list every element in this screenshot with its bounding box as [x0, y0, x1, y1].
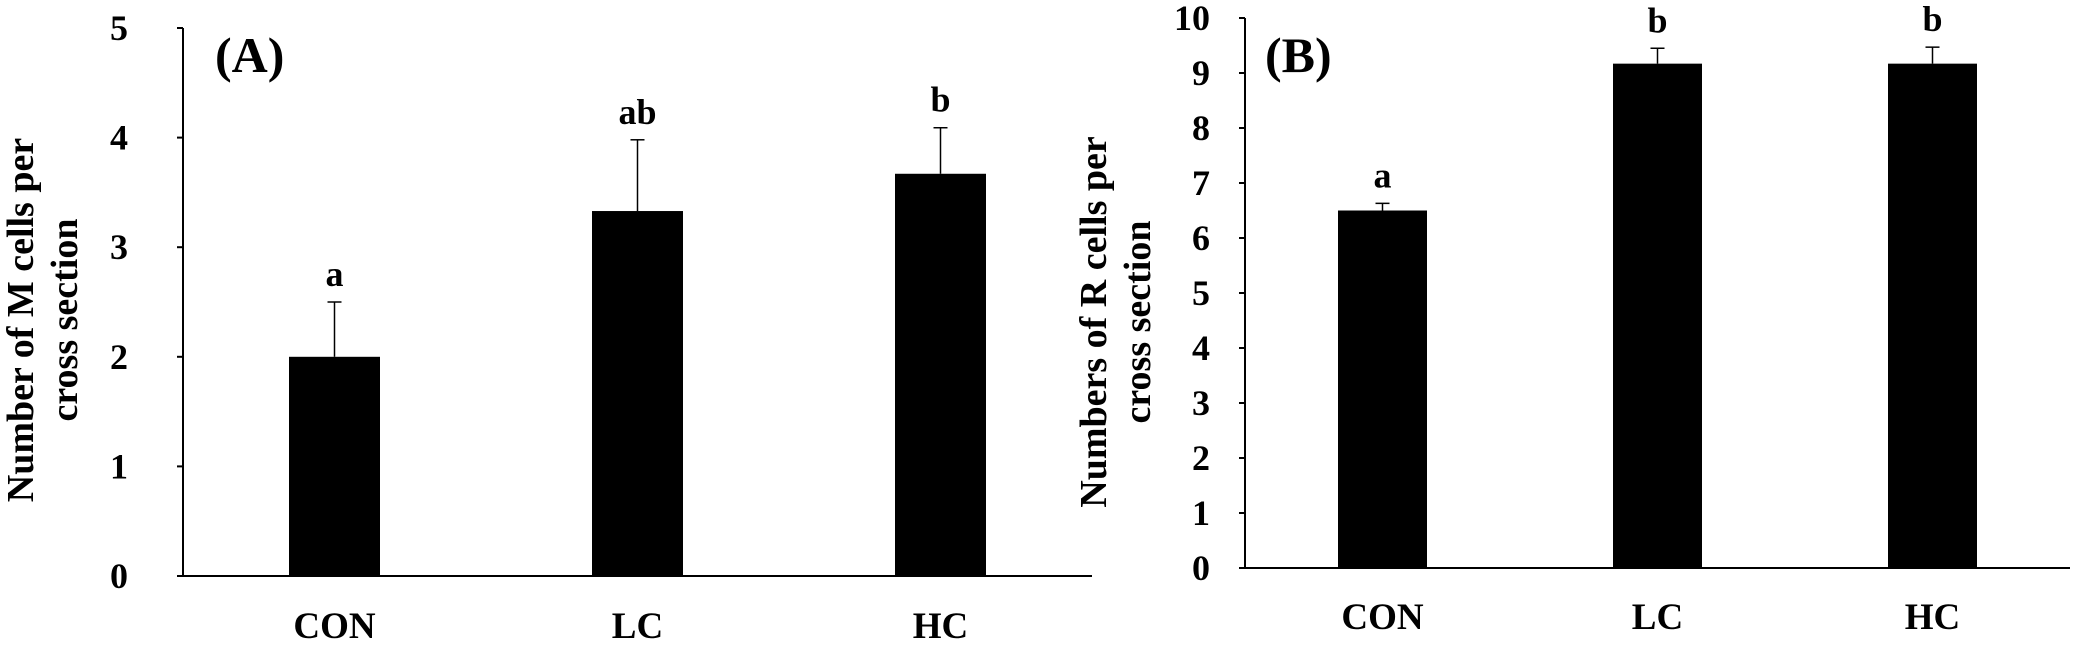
panel-b-ytick-label: 7 — [1192, 163, 1210, 203]
panel-a-ylabel-line1: Number of M cells per — [0, 138, 42, 503]
panel-b-plot: 0 1 2 3 4 5 6 7 8 9 10 a CON b LC b HC — [1174, 0, 2070, 638]
panel-b-ytick-label: 0 — [1192, 548, 1210, 588]
panel-b-ytick-label: 10 — [1174, 0, 1210, 38]
panel-b-category-label: HC — [1905, 597, 1961, 638]
panel-a-category-label: CON — [293, 606, 376, 643]
panel-a-ylabel: Number of M cells per cross section — [0, 138, 86, 503]
panel-a-significance-label: a — [326, 254, 344, 294]
panel-b-significance-label: a — [1374, 155, 1392, 195]
panel-a-ytick-label: 5 — [110, 8, 128, 48]
panel-b-bar — [1888, 63, 1977, 569]
panel-a: (A) Number of M cells per cross section — [0, 27, 284, 502]
panel-a-significance-label: b — [930, 80, 950, 120]
panel-a-category-label: LC — [612, 606, 663, 643]
panel-b-ytick-label: 5 — [1192, 273, 1210, 313]
panel-a-ylabel-line2: cross section — [44, 219, 86, 422]
panel-a-plot: 0 1 2 3 4 5 a CON ab LC b HC — [110, 8, 1092, 647]
panel-b-ytick-label: 8 — [1192, 108, 1210, 148]
panel-b-ytick-label: 6 — [1192, 218, 1210, 258]
panel-a-bar — [592, 211, 683, 577]
panel-a-bar — [289, 356, 380, 576]
panel-b-significance-label: b — [1647, 0, 1667, 40]
panel-b-ytick-label: 3 — [1192, 383, 1210, 423]
panel-a-significance-label: ab — [618, 92, 656, 132]
panel-a-ytick-label: 4 — [110, 118, 128, 158]
panel-b-ylabel: Numbers of R cells per cross section — [1073, 136, 1159, 508]
panel-b-category-label: CON — [1341, 597, 1424, 638]
panel-b-ytick-label: 4 — [1192, 328, 1210, 368]
panel-b-category-label: LC — [1632, 597, 1683, 638]
panel-a-ytick-label: 0 — [110, 556, 128, 596]
panel-b-ytick-label: 9 — [1192, 53, 1210, 93]
panel-b-significance-label: b — [1922, 0, 1942, 39]
panel-b-ytick-label: 2 — [1192, 438, 1210, 478]
panel-a-ytick-label: 3 — [110, 227, 128, 267]
panel-a-ytick-label: 1 — [110, 446, 128, 486]
panel-a-bar — [895, 173, 986, 576]
panel-a-category-label: HC — [913, 606, 969, 643]
panel-b-ytick-label: 1 — [1192, 493, 1210, 533]
panel-b: (B) Numbers of R cells per cross section — [1073, 27, 1332, 508]
panel-b-bar — [1613, 63, 1702, 569]
panel-a-ytick-label: 2 — [110, 337, 128, 377]
panel-b-bar — [1338, 210, 1427, 568]
panel-b-ylabel-line2: cross section — [1117, 221, 1159, 424]
panel-a-label: (A) — [215, 27, 284, 83]
panel-b-label: (B) — [1265, 27, 1332, 83]
panel-b-ylabel-line1: Numbers of R cells per — [1073, 136, 1115, 508]
